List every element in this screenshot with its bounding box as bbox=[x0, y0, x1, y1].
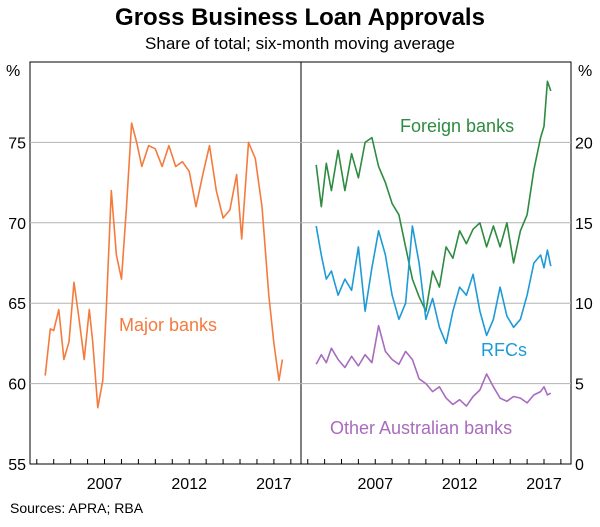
series-lines bbox=[44, 80, 552, 409]
chart-subtitle: Share of total; six-month moving average bbox=[145, 34, 455, 53]
left-gridlines bbox=[30, 141, 301, 385]
series-line-foreign-banks bbox=[315, 80, 552, 313]
y-tick-label: 20 bbox=[575, 135, 593, 152]
x-tick-label: 2017 bbox=[256, 476, 292, 493]
right-unit-label: % bbox=[578, 63, 592, 80]
x-tick-label: 2012 bbox=[171, 476, 207, 493]
series-line-other-australian-banks bbox=[315, 324, 552, 407]
y-tick-label: 55 bbox=[8, 457, 26, 474]
x-tick-label: 2007 bbox=[357, 476, 393, 493]
label-rfcs: RFCs bbox=[481, 340, 527, 360]
y-tick-label: 10 bbox=[575, 296, 593, 313]
x-tick-label: 2012 bbox=[442, 476, 478, 493]
series-line-rfcs bbox=[315, 225, 552, 345]
y-tick-label: 70 bbox=[8, 216, 26, 233]
axis-ticks: 55 60 65 70 75 2007 2012 2017 0 5 10 15 20 2007 2012 20… bbox=[8, 135, 593, 493]
label-foreign-banks: Foreign banks bbox=[400, 116, 514, 136]
x-tick-label: 2017 bbox=[526, 476, 562, 493]
label-other-australian-banks: Other Australian banks bbox=[330, 418, 512, 438]
chart-source: Sources: APRA; RBA bbox=[10, 500, 144, 516]
y-tick-label: 75 bbox=[8, 135, 26, 152]
series-line-major-banks bbox=[44, 122, 284, 409]
left-unit-label: % bbox=[6, 63, 20, 80]
chart-title: Gross Business Loan Approvals bbox=[115, 4, 485, 31]
y-tick-label: 5 bbox=[575, 377, 584, 394]
y-tick-label: 60 bbox=[8, 377, 26, 394]
right-panel-frame bbox=[300, 61, 572, 465]
y-tick-label: 15 bbox=[575, 216, 593, 233]
label-major-banks: Major banks bbox=[119, 315, 217, 335]
y-tick-label: 65 bbox=[8, 296, 26, 313]
left-panel-frame bbox=[29, 61, 302, 465]
right-gridlines bbox=[301, 141, 571, 385]
y-tick-label: 0 bbox=[575, 457, 584, 474]
x-tick-label: 2007 bbox=[87, 476, 123, 493]
